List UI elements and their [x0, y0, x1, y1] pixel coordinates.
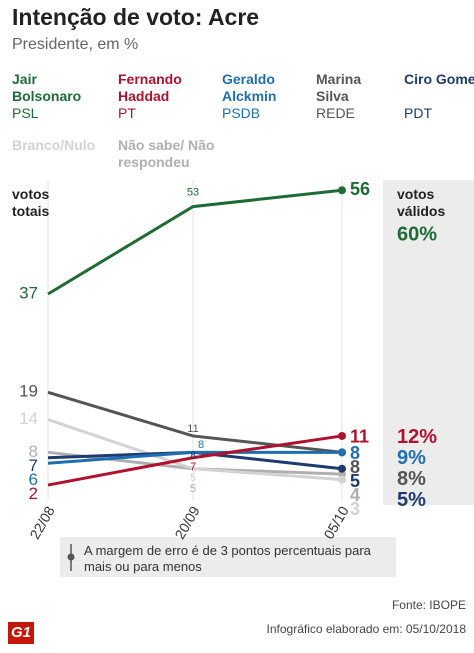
- note: A margem de erro é de 3 pontos percentua…: [84, 543, 371, 574]
- legend-name: Não sabe/ Não respondeu: [118, 137, 215, 170]
- title: Intenção de voto: Acre: [12, 4, 260, 30]
- valid-label: 12%: [397, 426, 437, 448]
- left-label: votos totais: [12, 186, 50, 219]
- x-tick-label: 22/08: [26, 503, 57, 542]
- end-dot: [338, 464, 346, 473]
- legend-party: PSL: [12, 105, 39, 121]
- legend-name: Ciro Gomes: [404, 71, 474, 87]
- legend-name: Geraldo Alckmin: [222, 71, 277, 104]
- start-label: 19: [19, 382, 38, 401]
- start-label: 7: [29, 456, 38, 475]
- end-label: 11: [350, 427, 369, 447]
- x-tick-label: 20/09: [171, 503, 202, 542]
- legend-name: Fernando Haddad: [118, 71, 182, 104]
- valid-label: 9%: [397, 447, 426, 469]
- legend-name: Marina Silva: [316, 71, 362, 104]
- mid-label: 8: [190, 450, 196, 462]
- end-label: 56: [350, 179, 370, 199]
- end-dot: [338, 475, 346, 484]
- source: Fonte: IBOPE: [391, 598, 466, 612]
- start-label: 14: [19, 409, 38, 428]
- end-label: 3: [350, 499, 360, 519]
- end-label: 5: [350, 471, 360, 491]
- legend-party: PSDB: [222, 105, 261, 121]
- mid-label: 5: [190, 472, 196, 484]
- start-label: 6: [29, 470, 38, 489]
- legend-party: REDE: [316, 105, 355, 121]
- end-dot: [338, 186, 346, 195]
- valid-label: 8%: [397, 468, 426, 490]
- line: [47, 450, 342, 465]
- legend-party: PT: [118, 105, 136, 121]
- logo: G1: [8, 622, 34, 644]
- line: [47, 390, 343, 454]
- start-label: 37: [19, 283, 38, 302]
- start-label: 8: [29, 442, 38, 461]
- right-label: votos válidos: [397, 186, 446, 219]
- start-label: 2: [29, 484, 38, 503]
- mid-label: 7: [190, 461, 196, 473]
- line: [47, 434, 343, 487]
- subtitle: Presidente, em %: [12, 36, 139, 53]
- mid-label: 5: [190, 483, 196, 495]
- end-dot: [338, 448, 346, 457]
- valid-panel: [383, 180, 474, 505]
- credit: Infográfico elaborado em: 05/10/2018: [266, 622, 466, 636]
- mid-label: 11: [187, 423, 198, 435]
- end-dot: [338, 431, 346, 440]
- note-box: [60, 537, 396, 577]
- valid-label: 60%: [397, 223, 437, 245]
- end-label: 8: [350, 457, 360, 477]
- mid-label: 8: [198, 439, 204, 451]
- line: [47, 188, 343, 296]
- line: [47, 418, 343, 482]
- legend-party: PDT: [404, 105, 432, 121]
- legend-name: Jair Bolsonaro: [12, 71, 82, 104]
- end-label: 8: [350, 443, 360, 463]
- note-icon: [67, 553, 75, 561]
- x-tick-label: 05/10: [320, 503, 351, 542]
- mid-label: 53: [187, 187, 199, 199]
- legend-name: Branco/Nulo: [12, 137, 96, 153]
- end-label: 4: [350, 485, 360, 505]
- valid-label: 5%: [397, 489, 426, 511]
